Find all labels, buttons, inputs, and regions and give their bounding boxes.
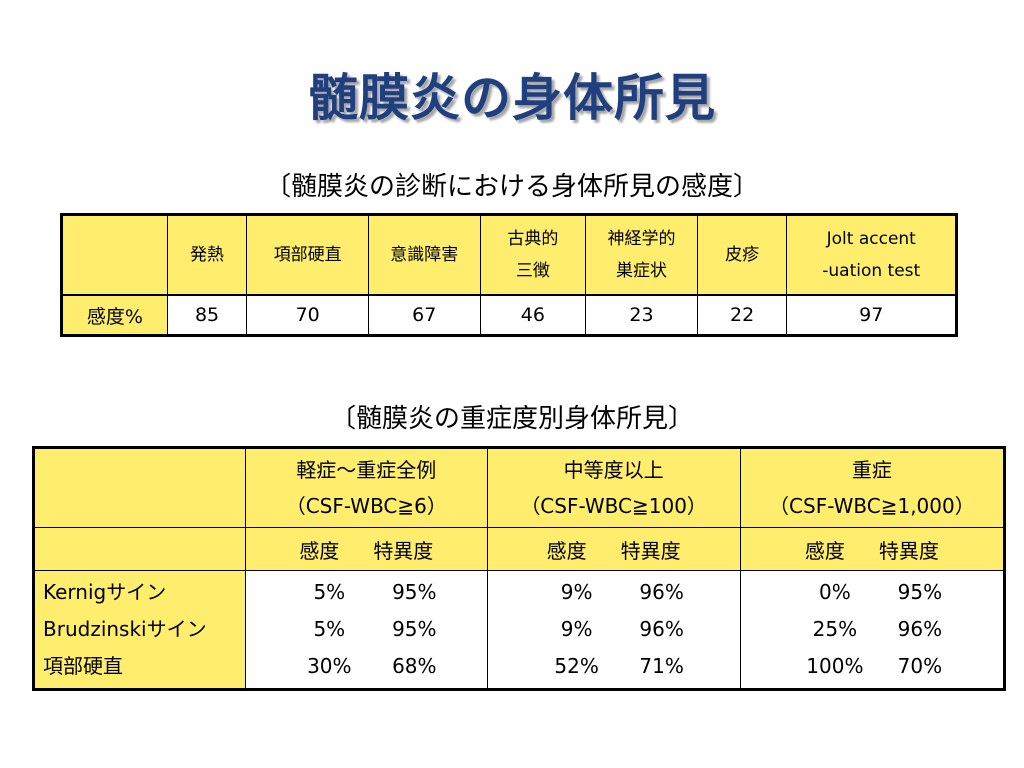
header-cell: 皮疹 [696, 214, 788, 296]
subheader-cell: 感度 特異度 [739, 527, 1006, 571]
value-cell: 23 [585, 294, 698, 336]
sensitivity-table: 発熱 項部硬直 意識障害 古典的 三徴 神経学的 巣症状 皮疹 Jolt accen… [60, 213, 958, 337]
row-label: 項部硬直 [43, 654, 123, 678]
page-title: 髄膜炎の身体所見 [308, 69, 716, 127]
group-values: 5% 95% 5% 95% 30% 68% [245, 570, 488, 690]
table1-caption: 〔髄膜炎の診断における身体所見の感度〕 [264, 172, 759, 202]
specificity-value: 70% [897, 654, 943, 678]
row-label: 感度% [61, 294, 168, 336]
specificity-value: 96% [639, 580, 684, 604]
group-header: 軽症～重症全例 （CSF-WBC≧6） [245, 447, 488, 528]
specificity-value: 96% [897, 617, 943, 641]
sensitivity-value: 100% [806, 654, 864, 678]
value-cell: 70 [246, 294, 369, 336]
header-empty-cell [32, 447, 247, 528]
sensitivity-value: 9% [560, 617, 593, 641]
header-cell: 発熱 [166, 214, 248, 296]
severity-subheader: 感度 特異度 感度 特異度 感度 特異度 [32, 527, 1006, 571]
header-cell: 神経学的 巣症状 [585, 214, 698, 296]
severity-body: Kernigサイン Brudzinskiサイン 項部硬直 5% 95% 5% 95%… [32, 570, 1006, 690]
sensitivity-value: 25% [812, 617, 858, 641]
header-cell: 古典的 三徴 [479, 214, 587, 296]
value-cell: 46 [479, 294, 587, 336]
sensitivity-value: 30% [307, 654, 352, 678]
row-labels: Kernigサイン Brudzinskiサイン 項部硬直 [32, 570, 247, 690]
specificity-value: 95% [392, 617, 437, 641]
sensitivity-value: 5% [313, 617, 346, 641]
header-cell: Jolt accent -uation test [786, 214, 957, 296]
header-cell: 項部硬直 [246, 214, 369, 296]
value-cell: 67 [367, 294, 481, 336]
subheader-empty-cell [32, 527, 247, 571]
subheader-cell: 感度 特異度 [245, 527, 488, 571]
severity-table-header: 軽症～重症全例 （CSF-WBC≧6） 中等度以上 （CSF-WBC≧100） 重症… [32, 447, 1006, 528]
row-label: Brudzinskiサイン [43, 617, 207, 641]
subheader-cell: 感度 特異度 [486, 527, 741, 571]
specificity-value: 71% [639, 654, 684, 678]
specificity-value: 68% [392, 654, 437, 678]
value-cell: 22 [696, 294, 788, 336]
specificity-value: 96% [639, 617, 684, 641]
severity-table: 軽症～重症全例 （CSF-WBC≧6） 中等度以上 （CSF-WBC≧100） 重症… [32, 446, 1006, 691]
table2-caption: 〔髄膜炎の重症度別身体所見〕 [329, 404, 694, 434]
sensitivity-value: 0% [819, 580, 851, 604]
sensitivity-value: 9% [560, 580, 593, 604]
group-values: 0% 95% 25% 96% 100% 70% [739, 570, 1006, 690]
sensitivity-value: 5% [313, 580, 346, 604]
row-label: Kernigサイン [43, 580, 167, 604]
specificity-value: 95% [392, 580, 437, 604]
sensitivity-value: 52% [554, 654, 599, 678]
value-cell: 97 [786, 294, 957, 336]
sensitivity-table-header: 発熱 項部硬直 意識障害 古典的 三徴 神経学的 巣症状 皮疹 Jolt accen… [61, 214, 957, 296]
group-values: 9% 96% 9% 96% 52% 71% [486, 570, 741, 690]
specificity-value: 95% [897, 580, 943, 604]
header-cell: 意識障害 [367, 214, 481, 296]
group-header: 中等度以上 （CSF-WBC≧100） [486, 447, 741, 528]
group-header: 重症 （CSF-WBC≧1,000） [739, 447, 1006, 528]
header-empty-cell [61, 214, 168, 296]
value-cell: 85 [166, 294, 248, 336]
sensitivity-row: 感度% 85 70 67 46 23 22 97 [61, 294, 957, 336]
